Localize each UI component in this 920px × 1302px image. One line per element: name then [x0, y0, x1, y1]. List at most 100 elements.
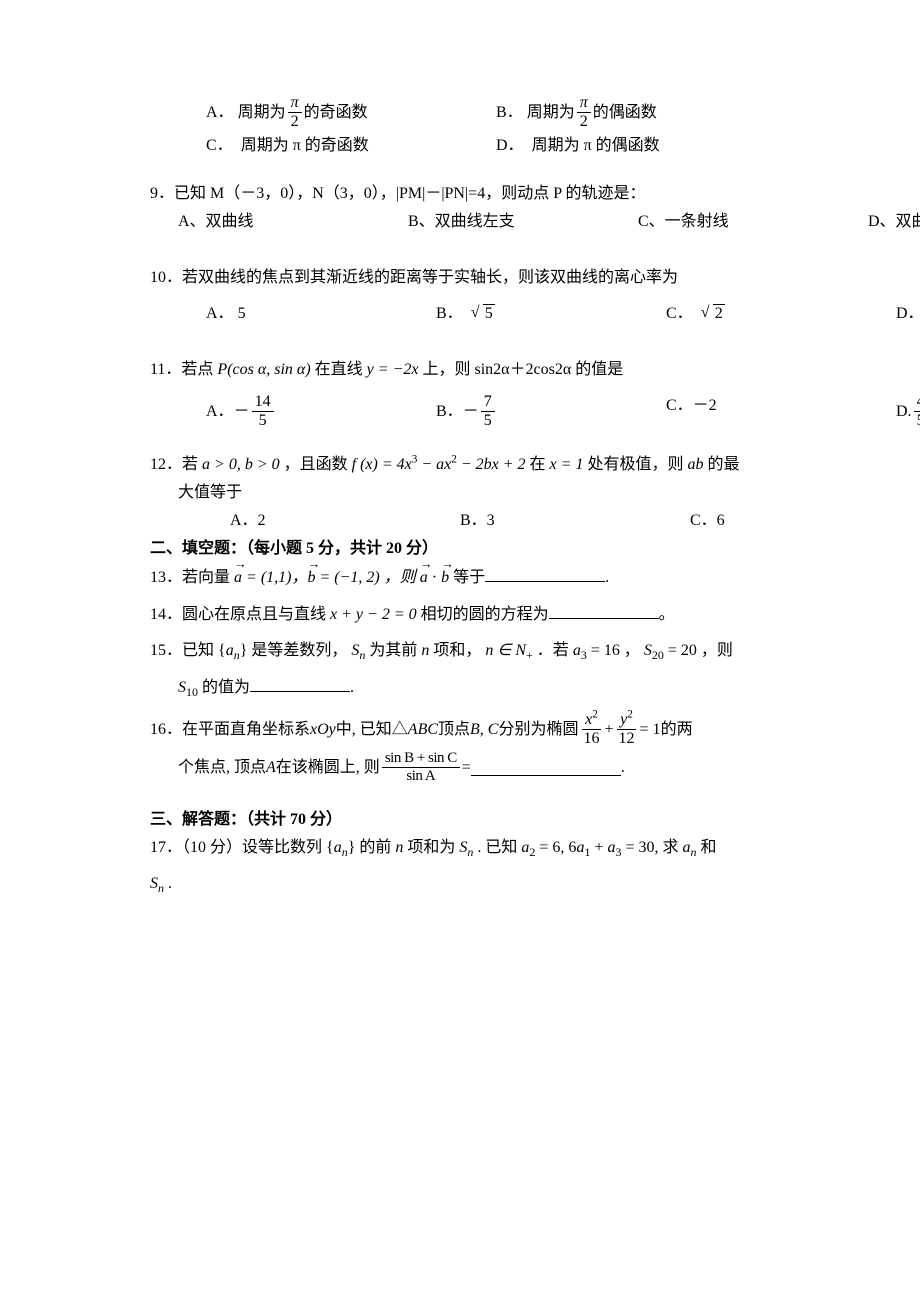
q17-line2: Sn . — [150, 872, 920, 896]
math: y = −2x — [367, 361, 419, 378]
opt-prefix: C． — [206, 137, 233, 154]
q9-opt-c: C、一条射线 — [638, 210, 868, 234]
math: P(cos α, sin α) — [217, 361, 310, 378]
text: 13．若向量 — [150, 569, 234, 586]
sub: + — [526, 648, 533, 662]
text: 和 — [697, 839, 717, 856]
q12-options: A．2 B．3 C．6 D．9 — [150, 509, 920, 533]
text: 的值为 — [198, 679, 250, 696]
frac-num: x2 — [582, 712, 601, 730]
text: 顶点 — [438, 718, 470, 742]
q10-stem: 10．若双曲线的焦点到其渐近线的距离等于实轴长，则该双曲线的离心率为 — [150, 266, 920, 290]
q8-opt-d: D． 周期为 π 的偶函数 — [496, 134, 660, 158]
q9-opt-b: B、双曲线左支 — [408, 210, 638, 234]
q12-opt-a: A．2 — [230, 509, 460, 533]
q8-options-row2: C． 周期为 π 的奇函数 D． 周期为 π 的偶函数 — [150, 134, 920, 158]
math: f (x) = 4x — [352, 456, 412, 473]
opt-prefix: B． — [496, 101, 523, 125]
q16-line1: 16．在平面直角坐标系 xOy 中, 已知△ABC 顶点 B, C 分别为椭圆 … — [150, 712, 920, 747]
fill-blank — [471, 759, 621, 776]
text: . — [621, 756, 625, 780]
text: } 的前 — [348, 839, 396, 856]
math: − 2bx + 2 — [457, 456, 526, 473]
q10-opt-c: C． 2 — [666, 302, 896, 326]
math: a — [334, 839, 342, 856]
text: . 已知 — [473, 839, 521, 856]
math: x + y − 2 = 0 — [330, 606, 417, 623]
math: ab — [687, 456, 703, 473]
text: 处有极值，则 — [583, 456, 687, 473]
text: 在该椭圆上, 则 — [276, 756, 380, 780]
q8-opt-b: B． 周期为 π 2 的偶函数 — [496, 95, 657, 130]
q11-opt-a: A．－ 14 5 — [206, 394, 436, 429]
text: = 16 ， — [587, 642, 644, 659]
text: = 30, 求 — [621, 839, 682, 856]
opt-text: 5 — [238, 305, 246, 322]
vector-b: b — [307, 566, 315, 590]
text: 项和为 — [403, 839, 459, 856]
text: = (−1, 2) ，则 — [315, 569, 419, 586]
math: a > 0, b > 0 — [202, 456, 280, 473]
text: 分别为椭圆 — [498, 718, 578, 742]
q11-opt-c: C．－2 — [666, 394, 896, 429]
text: 在 — [526, 456, 550, 473]
text: + — [590, 839, 607, 856]
q12-opt-c: C．6 — [690, 509, 920, 533]
sub: 10 — [186, 685, 198, 699]
vector-a: a — [420, 566, 428, 590]
sqrt: 5 — [471, 302, 495, 326]
math: S — [150, 875, 158, 892]
text: = 6, 6 — [535, 839, 576, 856]
opt-text: 周期为 — [238, 101, 286, 125]
text: = 1 — [640, 718, 661, 742]
q10-opt-d: D． 2 — [896, 302, 920, 326]
q8-opt-c: C． 周期为 π 的奇函数 — [206, 134, 496, 158]
math: − ax — [417, 456, 451, 473]
opt-text: 周期为 π 的奇函数 — [241, 137, 369, 154]
q17-line1: 17．（10 分）设等比数列 {an} 的前 n 项和为 Sn . 已知 a2 … — [150, 836, 920, 860]
text: . — [605, 569, 609, 586]
text: 16．在平面直角坐标系 — [150, 718, 310, 742]
opt-text: 的偶函数 — [593, 101, 657, 125]
text: 的两 — [661, 718, 693, 742]
text: } 是等差数列， — [240, 642, 352, 659]
math: xOy — [310, 718, 336, 742]
text: 个焦点, 顶点 — [178, 756, 266, 780]
math: ABC — [408, 718, 438, 742]
opt-prefix: D． — [896, 305, 920, 322]
math: a — [573, 642, 581, 659]
fraction: 14 5 — [252, 394, 274, 429]
math: a — [226, 642, 234, 659]
fill-blank — [549, 602, 659, 619]
text: 17．（10 分）设等比数列 { — [150, 839, 334, 856]
sub: 20 — [652, 648, 664, 662]
math: S — [178, 679, 186, 696]
text: . — [350, 679, 354, 696]
q10-opt-b: B． 5 — [436, 302, 666, 326]
text: 中, 已知△ — [336, 718, 408, 742]
q11-opt-b: B．－ 7 5 — [436, 394, 666, 429]
opt-prefix: D. — [896, 400, 912, 424]
q11-opt-d: D. 4 5 — [896, 394, 920, 429]
opt-prefix: A． — [206, 305, 234, 322]
text: = (1,1)， — [242, 569, 307, 586]
text: 在直线 — [311, 361, 367, 378]
text: = — [462, 756, 471, 780]
q9-options: A、双曲线 B、双曲线左支 C、一条射线 D、双曲线右支 — [150, 210, 920, 234]
opt-prefix: A．－ — [206, 400, 250, 424]
frac-num: y2 — [617, 712, 636, 730]
q11-options: A．－ 14 5 B．－ 7 5 C．－2 D. 4 5 — [150, 394, 920, 429]
text: = 20 ，则 — [664, 642, 733, 659]
opt-prefix: B．－ — [436, 400, 479, 424]
section2-header: 二、填空题：（每小题 5 分，共计 20 分） — [150, 537, 920, 561]
text: 项和， — [429, 642, 485, 659]
text: 12．若 — [150, 456, 202, 473]
opt-text: 周期为 — [527, 101, 575, 125]
text: 11．若点 — [150, 361, 217, 378]
opt-prefix: B． — [436, 305, 463, 322]
math: x = 1 — [550, 456, 584, 473]
dot: · — [428, 569, 441, 586]
q15-line1: 15．已知 {an} 是等差数列， Sn 为其前 n 项和， n ∈ N+ ．若… — [150, 639, 920, 663]
text: 为其前 — [365, 642, 421, 659]
q14: 14．圆心在原点且与直线 x + y − 2 = 0 相切的圆的方程为。 — [150, 602, 920, 627]
